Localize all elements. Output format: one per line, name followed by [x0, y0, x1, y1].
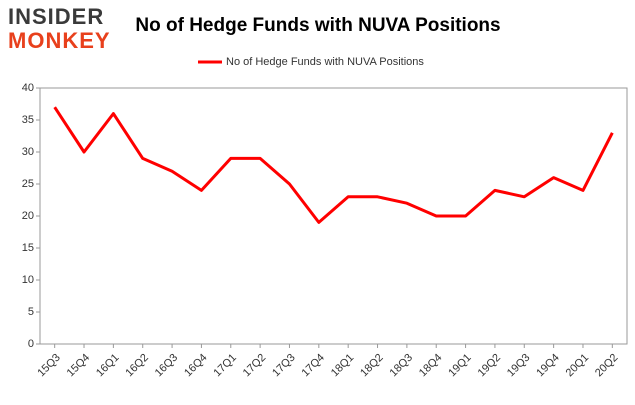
x-tick-label: 18Q2: [358, 352, 386, 380]
x-tick-label: 19Q2: [476, 352, 504, 380]
x-tick-label: 16Q3: [153, 352, 181, 380]
x-tick-label: 17Q1: [211, 352, 239, 380]
y-tick-label: 0: [28, 338, 34, 350]
logo-bottom: MONKEY: [8, 28, 111, 53]
y-tick-label: 25: [22, 178, 34, 190]
x-tick-label: 15Q3: [35, 352, 63, 380]
x-tick-label: 17Q4: [299, 352, 327, 380]
x-tick-label: 19Q1: [446, 352, 474, 380]
x-tick-label: 18Q1: [329, 352, 357, 380]
y-tick-label: 20: [22, 210, 34, 222]
plot-frame: [39, 87, 628, 345]
legend-label: No of Hedge Funds with NUVA Positions: [226, 56, 424, 68]
x-tick-label: 17Q3: [270, 352, 298, 380]
x-tick-label: 20Q2: [593, 352, 621, 380]
x-tick-label: 19Q3: [505, 352, 533, 380]
chart-title: No of Hedge Funds with NUVA Positions: [135, 15, 500, 36]
x-tick-label: 20Q1: [564, 352, 592, 380]
y-tick-label: 15: [22, 242, 34, 254]
series-line: [53, 106, 614, 224]
y-tick-label: 10: [22, 274, 34, 286]
x-tick-label: 18Q3: [388, 352, 416, 380]
x-tick-label: 16Q1: [94, 352, 122, 380]
logo-top: INSIDER: [8, 4, 104, 29]
x-tick-label: 16Q2: [123, 352, 151, 380]
x-tick-label: 16Q4: [182, 352, 210, 380]
y-tick-label: 35: [22, 114, 34, 126]
x-tick-label: 19Q4: [534, 352, 562, 380]
y-tick-label: 30: [22, 146, 34, 158]
x-tick-label: 17Q2: [241, 352, 269, 380]
y-tick-label: 5: [28, 306, 34, 318]
y-tick-label: 40: [22, 82, 34, 94]
x-tick-label: 18Q4: [417, 352, 445, 380]
x-tick-label: 15Q4: [65, 352, 93, 380]
